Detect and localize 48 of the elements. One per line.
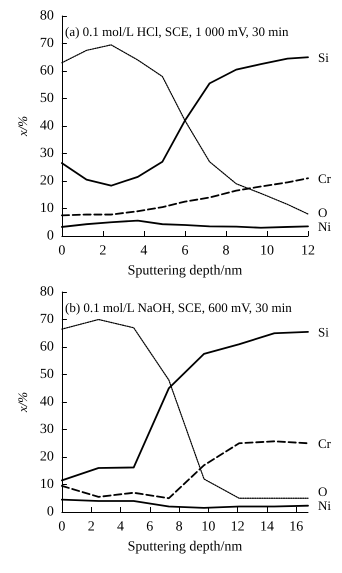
y-tick-label: 80 xyxy=(40,8,54,24)
x-tick-label: 12 xyxy=(230,520,245,534)
text: (a) 0.1 mol/L HCl, SCE, 1 000 mV, 30 min xyxy=(65,24,290,39)
series-label: Ni xyxy=(318,218,332,234)
series-label: Cr xyxy=(318,170,332,186)
y-tick-label: 60 xyxy=(40,64,54,78)
x-axis-title: Sputtering depth/nm xyxy=(128,264,242,278)
x-tick-label: 6 xyxy=(181,244,188,258)
x-tick-label: 4 xyxy=(116,520,124,534)
series-label: Cr xyxy=(318,436,332,451)
x-tick-label: 10 xyxy=(201,520,216,534)
y-tick-label: 50 xyxy=(40,367,54,382)
series-label: O xyxy=(318,204,328,220)
x-tick-label: 8 xyxy=(222,244,230,258)
y-tick-label: 20 xyxy=(40,450,54,464)
y-axis-title: x/% xyxy=(15,392,30,414)
series-label: Si xyxy=(318,50,330,65)
y-tick-label: 70 xyxy=(40,36,54,51)
y-tick-label: 50 xyxy=(40,91,54,106)
text: (b) 0.1 mol/L NaOH, SCE, 600 mV, 30 min xyxy=(65,300,292,315)
y-tick-label: 40 xyxy=(40,118,54,134)
series-label: O xyxy=(318,484,328,500)
y-tick-label: 10 xyxy=(40,201,54,216)
x-tick-label: 6 xyxy=(146,520,154,534)
x-tick-label: 16 xyxy=(289,520,304,534)
y-tick-label: 30 xyxy=(40,146,54,161)
y-tick-label: 0 xyxy=(46,504,54,520)
y-tick-label: 70 xyxy=(40,312,54,327)
y-tick-label: 0 xyxy=(46,228,54,244)
x-tick-label: 8 xyxy=(176,520,183,534)
y-tick-label: 60 xyxy=(40,340,54,354)
x-tick-label: 10 xyxy=(260,244,274,258)
y-tick-label: 30 xyxy=(40,422,54,437)
y-axis-title: x/% xyxy=(15,116,30,138)
x-tick-label: 2 xyxy=(88,520,95,534)
y-tick-label: 10 xyxy=(40,477,54,492)
x-axis-title: Sputtering depth/nm xyxy=(128,540,242,554)
x-tick-label: 14 xyxy=(260,520,274,534)
y-tick-label: 20 xyxy=(40,174,54,188)
x-tick-label: 4 xyxy=(140,244,148,258)
x-tick-label: 2 xyxy=(99,244,106,258)
y-tick-label: 80 xyxy=(40,284,54,300)
x-tick-label: 0 xyxy=(58,520,66,534)
y-tick-label: 40 xyxy=(40,394,54,410)
series-label: Ni xyxy=(318,498,332,514)
x-tick-label: 12 xyxy=(301,244,315,258)
x-tick-label: 0 xyxy=(58,244,66,258)
series-label: Si xyxy=(318,324,330,340)
